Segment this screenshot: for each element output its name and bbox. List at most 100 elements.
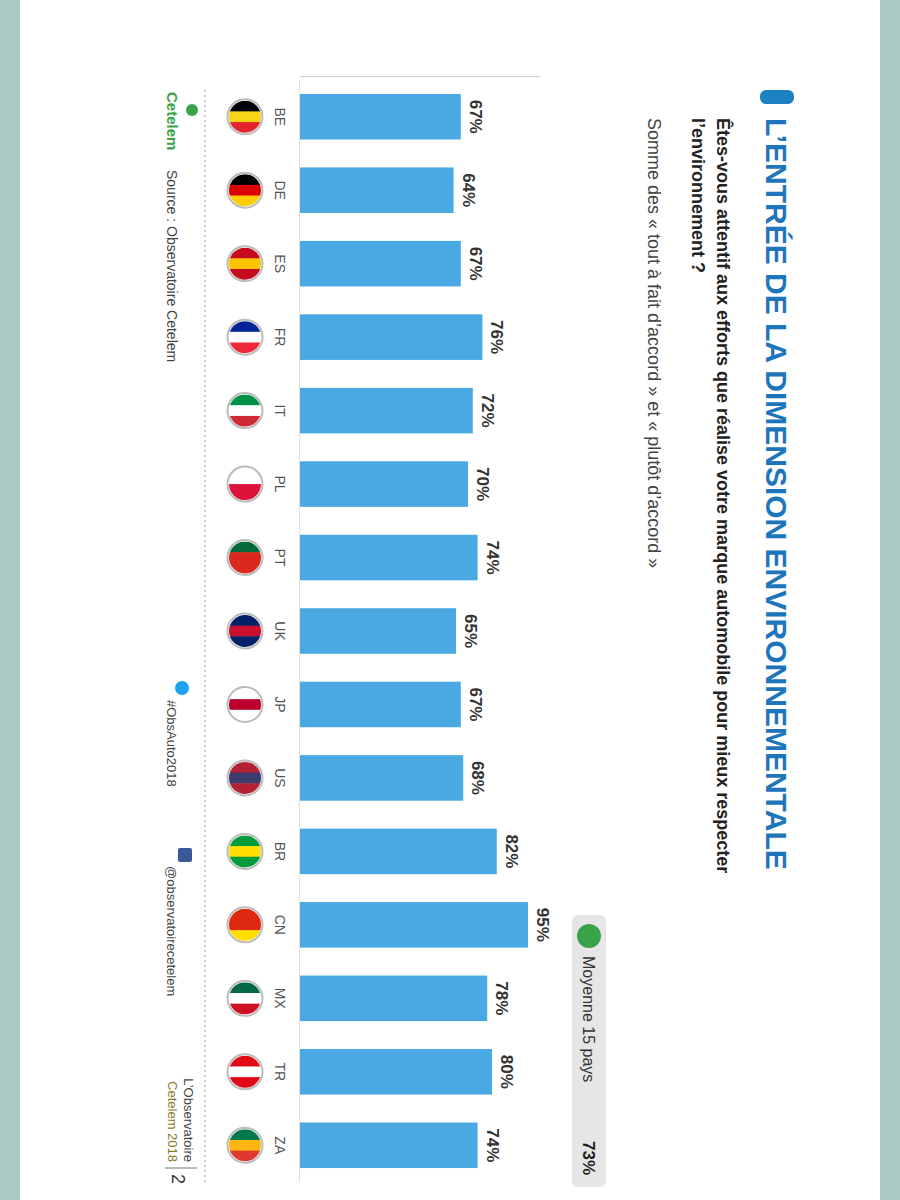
x-tick: JP xyxy=(272,696,300,712)
bar xyxy=(300,829,497,875)
bars xyxy=(300,94,528,1168)
data-label: 76% xyxy=(487,320,506,354)
chart-root: L’ENTRÉE DE LA DIMENSION ENVIRONNEMENTAL… xyxy=(0,0,900,1200)
bar xyxy=(300,461,468,507)
flag-ring xyxy=(228,1054,263,1089)
y-axis-line xyxy=(300,76,540,77)
data-label: 67% xyxy=(466,687,485,721)
flag-stripe xyxy=(229,563,261,574)
flag-stripe xyxy=(229,122,261,133)
flag-stripe xyxy=(229,1140,261,1151)
flag-ring xyxy=(228,907,263,942)
bar xyxy=(300,902,528,948)
flag xyxy=(229,248,261,280)
flag-stripe xyxy=(229,405,261,416)
subtitle: l’environnement ? xyxy=(688,118,708,273)
paper xyxy=(20,0,880,1200)
x-tick-label: CN xyxy=(272,915,288,935)
data-label: 67% xyxy=(466,100,485,134)
flag-stripe xyxy=(229,332,261,343)
flag-stripe xyxy=(229,930,261,941)
brand-line: Cetelem 2018 xyxy=(165,1081,180,1162)
data-label: 70% xyxy=(473,467,492,501)
x-tick-label: ES xyxy=(272,254,288,273)
x-tick-label: ZA xyxy=(272,1136,288,1155)
flag xyxy=(229,321,261,354)
flag xyxy=(229,1056,261,1088)
x-tick-label: BE xyxy=(272,107,288,126)
data-label: 67% xyxy=(466,247,485,281)
flag xyxy=(229,101,261,134)
x-tick: TR xyxy=(272,1062,300,1081)
flag-stripe xyxy=(229,710,261,721)
title: L’ENTRÉE DE LA DIMENSION ENVIRONNEMENTAL… xyxy=(760,118,793,870)
x-tick: IT xyxy=(272,404,300,417)
page: L’ENTRÉE DE LA DIMENSION ENVIRONNEMENTAL… xyxy=(20,0,880,1200)
data-label: 64% xyxy=(459,173,478,207)
logo-icon xyxy=(186,104,198,116)
flag-ring xyxy=(228,393,263,428)
data-label: 74% xyxy=(483,1128,502,1162)
flag-ring xyxy=(228,614,263,649)
flag xyxy=(229,762,261,795)
bar xyxy=(300,608,456,654)
badge xyxy=(572,915,606,1187)
background xyxy=(0,0,900,1200)
brand-line: L’Observatoire xyxy=(181,1078,196,1162)
flag-ring xyxy=(228,540,263,575)
flag-ring xyxy=(228,1128,263,1163)
flag-stripe xyxy=(229,857,261,868)
bar xyxy=(300,388,473,434)
flag-ring xyxy=(228,687,263,722)
hashtag: #ObsAuto2018 xyxy=(164,700,179,787)
flag-stripe xyxy=(229,416,261,427)
flag xyxy=(229,909,261,942)
note: Somme des « tout à fait d’accord » et « … xyxy=(644,118,664,568)
flag-stripe xyxy=(229,185,261,196)
data-label: 80% xyxy=(497,1055,516,1089)
source: Source : Observatoire Cetelem xyxy=(164,170,180,362)
data-label: 95% xyxy=(533,908,552,942)
flag-stripe xyxy=(229,552,261,563)
bar xyxy=(300,535,478,581)
flag-stripe xyxy=(229,846,261,857)
logo: Cetelem xyxy=(164,92,181,150)
flag-stripe xyxy=(229,258,261,269)
x-tick-label: US xyxy=(272,768,288,787)
flag-stripe xyxy=(229,269,261,280)
flag xyxy=(229,615,261,648)
badge-icon xyxy=(577,924,601,948)
x-tick: BE xyxy=(272,107,300,126)
flags xyxy=(228,99,263,1163)
data-label: 72% xyxy=(478,394,497,428)
flag-stripe xyxy=(229,626,261,637)
y-axis xyxy=(300,76,540,77)
x-tick: PL xyxy=(272,476,300,493)
flag-stripe xyxy=(229,783,261,794)
flag-stripe xyxy=(229,342,261,353)
x-tick-label: BR xyxy=(272,842,288,861)
flag-stripe xyxy=(229,1066,261,1077)
flag-ring xyxy=(228,981,263,1016)
flag-stripe xyxy=(229,773,261,784)
page-number: 2 xyxy=(168,1174,188,1184)
flag-stripe xyxy=(229,636,261,647)
flag-ring xyxy=(228,173,263,208)
bar xyxy=(300,314,482,360)
x-tick-label: TR xyxy=(272,1062,288,1081)
subtitle: Êtes-vous attentif aux efforts que réali… xyxy=(713,118,734,873)
flag-stripe xyxy=(229,920,261,931)
bar xyxy=(300,1122,478,1168)
flag-ring xyxy=(228,467,263,502)
bar xyxy=(300,755,463,801)
flag-ring xyxy=(228,320,263,355)
brand-separator xyxy=(165,1168,197,1169)
data-label: 68% xyxy=(468,761,487,795)
flag-ring xyxy=(228,246,263,281)
x-tick: ZA xyxy=(272,1136,300,1155)
flag xyxy=(229,835,261,868)
flag xyxy=(229,395,261,427)
x-tick-label: MX xyxy=(272,988,288,1010)
x-tick: CN xyxy=(272,915,300,935)
flag-stripe xyxy=(229,111,261,122)
